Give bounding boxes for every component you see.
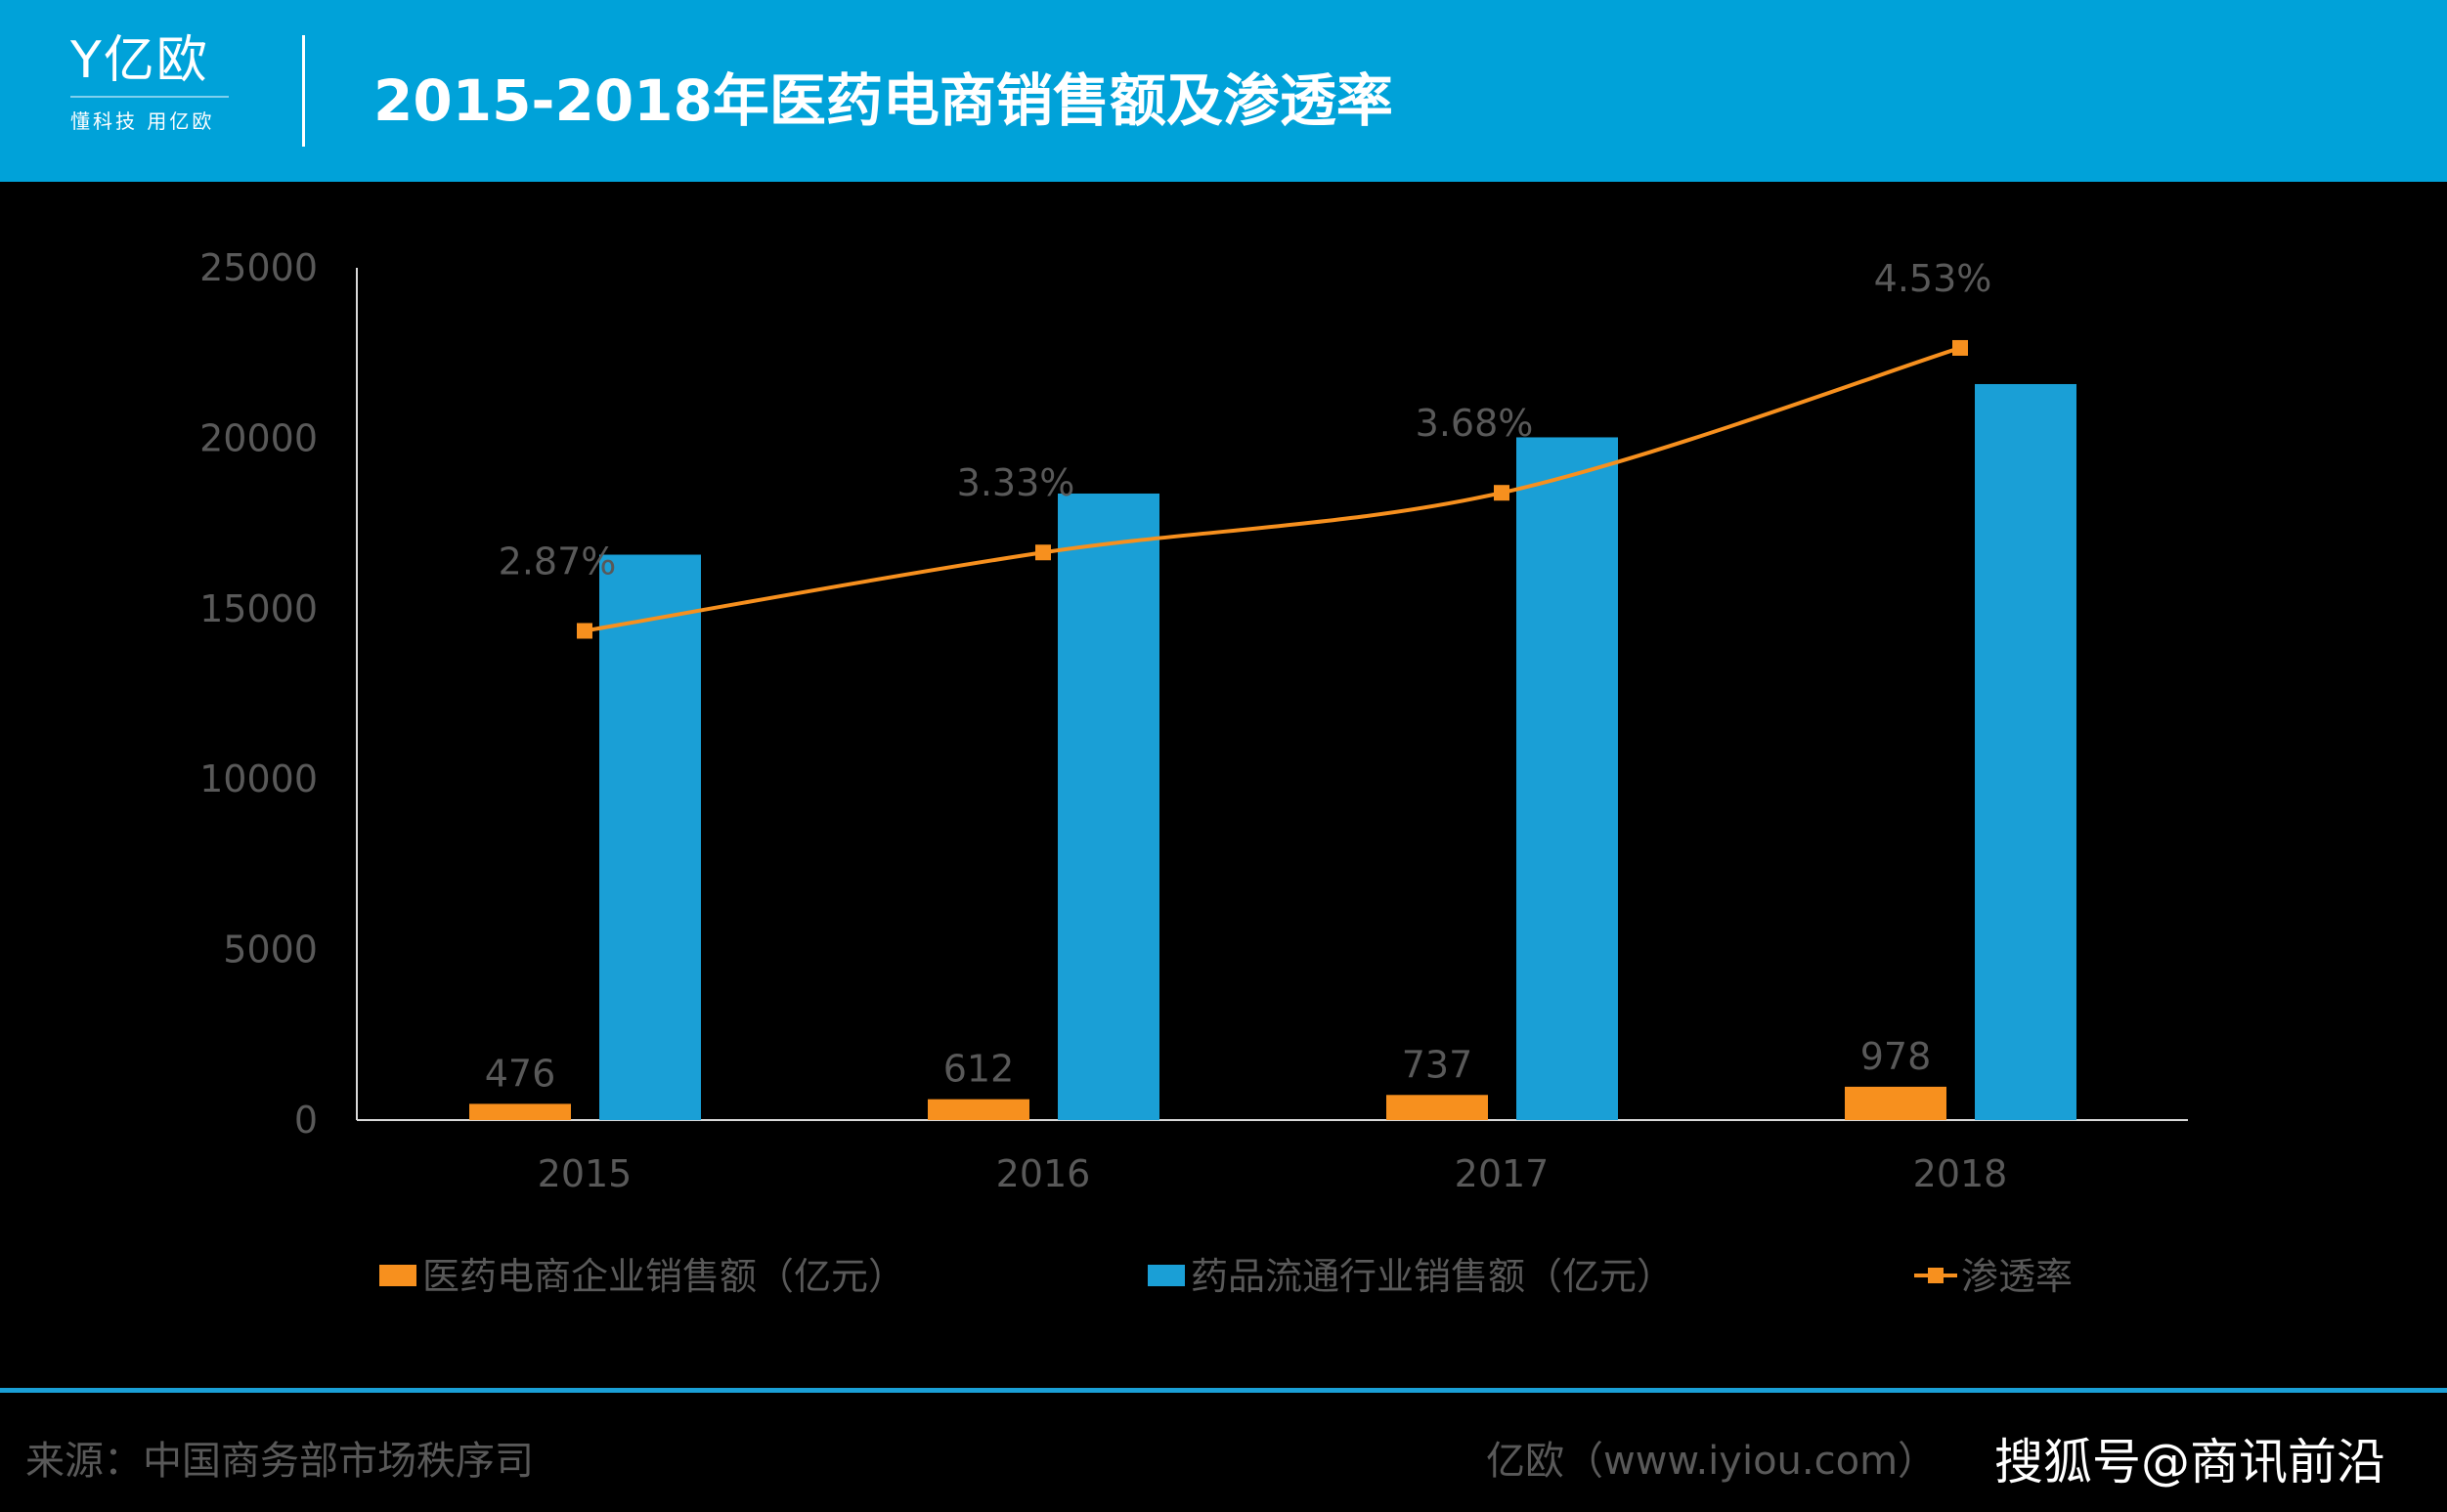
line-marker: [1494, 485, 1509, 501]
legend-swatch-orange: [379, 1265, 416, 1286]
line-data-label: 2.87%: [499, 540, 617, 583]
page-title: 2015-2018年医药电商销售额及渗透率: [373, 67, 1393, 134]
legend-label: 医药电商企业销售额（亿元）: [422, 1255, 905, 1298]
bar-data-label: 612: [943, 1048, 1015, 1091]
bar-data-label: 978: [1860, 1035, 1932, 1078]
blue-bar: [1516, 437, 1618, 1120]
blue-bar: [1975, 383, 2076, 1120]
header-banner: Y亿欧 懂科技 用亿欧 2015-2018年医药电商销售额及渗透率: [0, 0, 2447, 182]
y-tick-label: 10000: [199, 757, 318, 800]
footer-divider: [0, 1388, 2447, 1393]
x-tick-label: 2018: [1913, 1152, 2008, 1195]
logo-slogan: 懂科技 用亿欧: [70, 109, 215, 133]
platform-watermark: 搜狐号@商讯前沿: [1994, 1434, 2385, 1490]
orange-bar: [1386, 1095, 1488, 1120]
orange-bar: [469, 1103, 571, 1120]
bar-data-label: 737: [1402, 1043, 1473, 1086]
line-marker: [577, 623, 592, 639]
x-tick-label: 2017: [1455, 1152, 1550, 1195]
legend-marker: [1928, 1268, 1944, 1283]
y-tick-label: 20000: [199, 416, 318, 459]
source-note: 来源：中国商务部市场秩序司: [25, 1439, 534, 1484]
blue-bar: [599, 554, 701, 1120]
y-tick-label: 0: [294, 1099, 318, 1142]
legend-label: 渗透率: [1961, 1255, 2073, 1298]
line-data-label: 3.33%: [957, 461, 1075, 504]
line-marker: [1952, 339, 1968, 356]
x-tick-label: 2016: [996, 1152, 1091, 1195]
site-watermark: 亿欧（www.iyiou.com）: [1486, 1439, 1938, 1484]
y-tick-label: 25000: [199, 246, 318, 289]
legend-swatch-blue: [1148, 1265, 1185, 1286]
orange-bar: [1845, 1086, 1946, 1120]
header-divider: [302, 35, 305, 147]
combo-chart: 0 5000 10000 15000 20000 25000 2015 2016 2017 201…: [199, 246, 2188, 1298]
logo-text: 亿欧: [103, 31, 209, 90]
bar-data-label: 476: [485, 1052, 556, 1095]
logo-y-icon: Y: [70, 31, 104, 90]
y-tick-label: 5000: [223, 929, 318, 972]
x-tick-label: 2015: [538, 1152, 633, 1195]
orange-bar: [928, 1099, 1029, 1120]
blue-bar: [1058, 493, 1159, 1121]
logo-rule: [70, 96, 229, 98]
line-data-label: 3.68%: [1416, 402, 1534, 445]
line-marker: [1035, 544, 1051, 561]
y-tick-label: 15000: [199, 587, 318, 630]
legend-label: 药品流通行业销售额（亿元）: [1191, 1255, 1674, 1298]
penetration-line: [584, 346, 1961, 633]
line-data-label: 4.53%: [1874, 257, 1992, 300]
yiou-logo: Y亿欧 懂科技 用亿欧: [70, 31, 237, 152]
